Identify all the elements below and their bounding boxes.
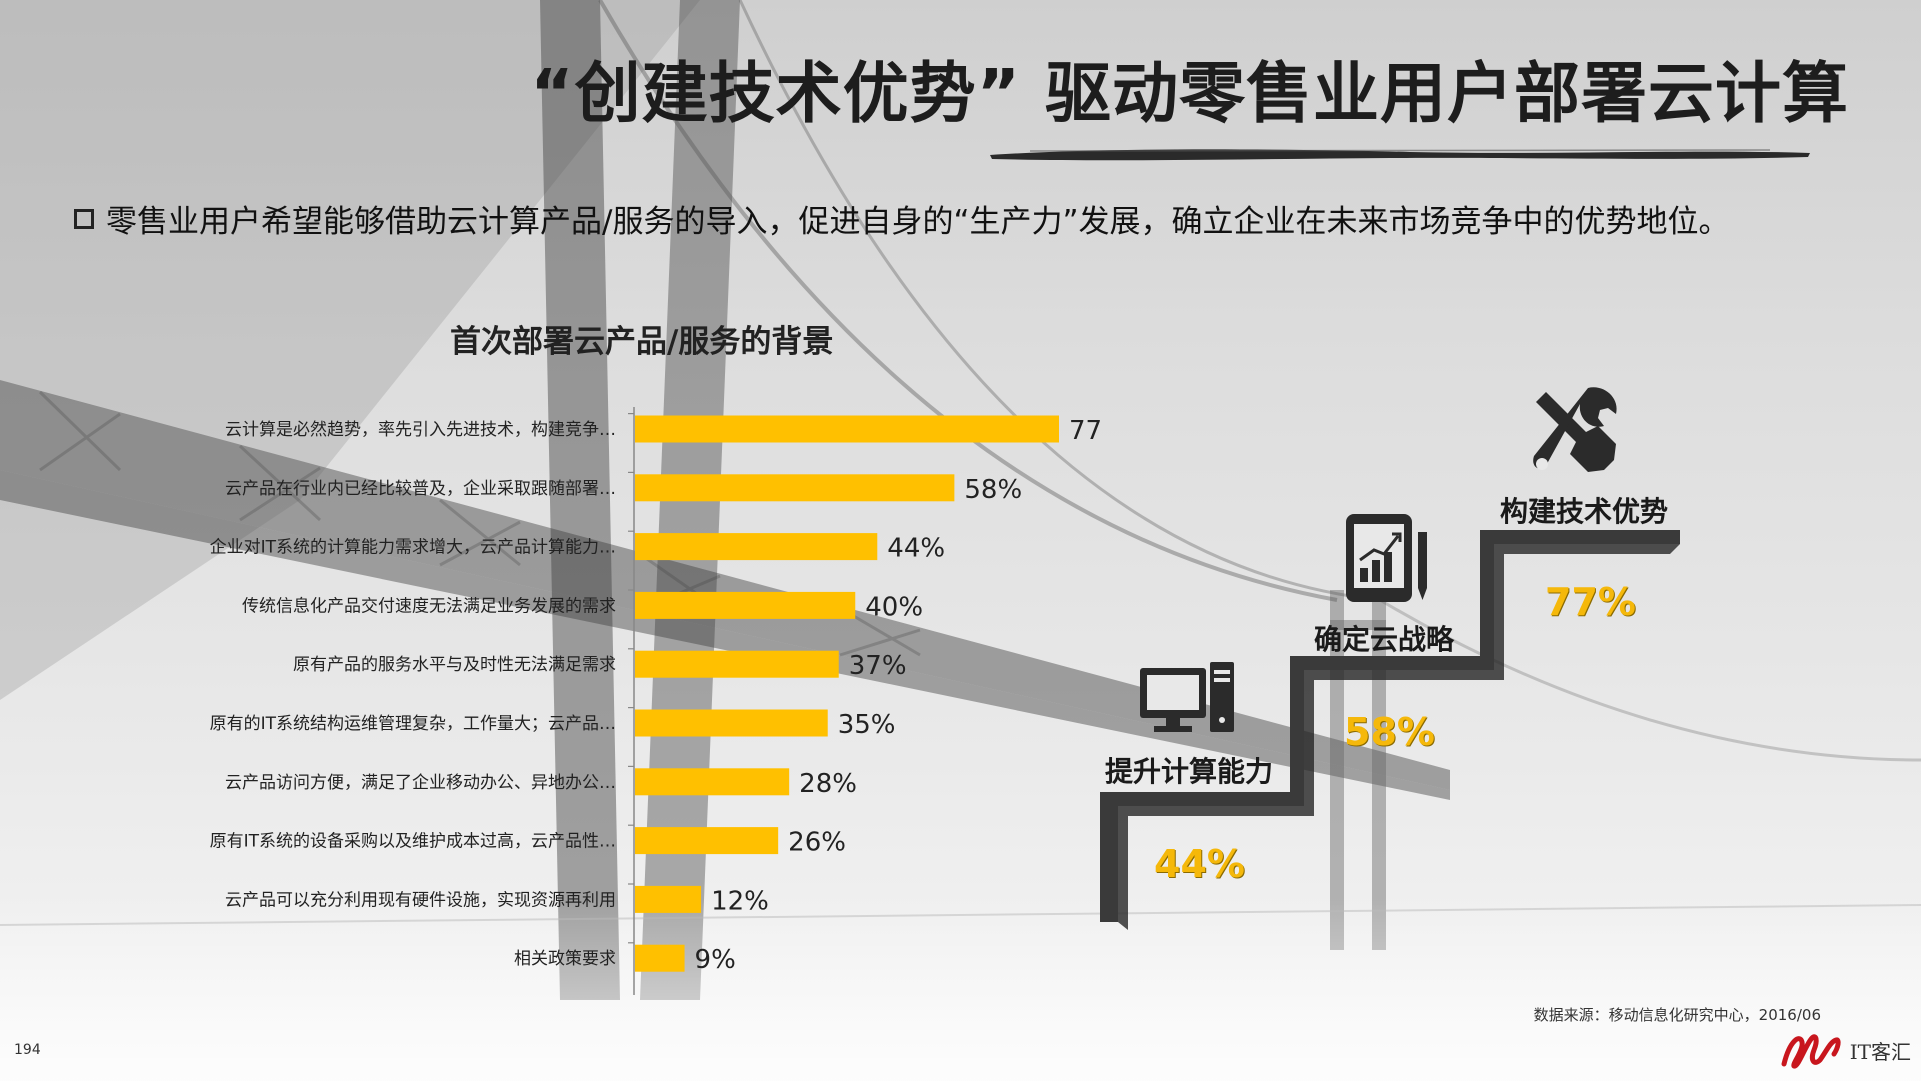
step-2-value: 58% bbox=[1344, 710, 1435, 754]
page-number: 194 bbox=[14, 1042, 41, 1058]
category-label: 原有IT系统的设备采购以及维护成本过高，云产品性… bbox=[210, 832, 616, 852]
bar bbox=[635, 944, 685, 972]
step-2-label: 确定云战略 bbox=[1314, 623, 1455, 656]
category-label: 企业对IT系统的计算能力需求增大，云产品计算能力… bbox=[210, 538, 616, 558]
intro-text: 零售业用户希望能够借助云计算产品/服务的导入，促进自身的“生产力”发展，确立企业… bbox=[106, 204, 1730, 240]
step-3-label: 构建技术优势 bbox=[1500, 495, 1669, 528]
category-label: 原有产品的服务水平与及时性无法满足需求 bbox=[293, 655, 616, 675]
bar-value-label: 35% bbox=[838, 710, 896, 740]
bar-value-label: 12% bbox=[711, 886, 769, 916]
category-label: 云计算是必然趋势，率先引入先进技术，构建竞争… bbox=[225, 420, 616, 440]
bar-value-label: 28% bbox=[799, 769, 857, 799]
tools-icon bbox=[1533, 387, 1617, 472]
bar-value-label: 77% bbox=[1069, 416, 1100, 446]
bar-value-label: 26% bbox=[788, 828, 846, 858]
bar bbox=[635, 591, 856, 619]
computer-icon bbox=[1140, 662, 1234, 732]
logo: IT客汇 bbox=[1780, 1030, 1911, 1070]
bar-value-label: 44% bbox=[887, 534, 945, 564]
category-label: 传统信息化产品交付速度无法满足业务发展的需求 bbox=[242, 596, 616, 616]
category-label: 原有的IT系统结构运维管理复杂，工作量大；云产品… bbox=[210, 714, 616, 734]
logo-text: IT客汇 bbox=[1849, 1039, 1911, 1064]
category-label: 相关政策要求 bbox=[514, 949, 616, 969]
bar bbox=[635, 709, 828, 737]
bar bbox=[635, 650, 839, 678]
bar bbox=[635, 533, 878, 561]
bar-value-label: 58% bbox=[964, 475, 1022, 505]
tablet-chart-icon bbox=[1346, 514, 1427, 602]
category-label: 云产品访问方便，满足了企业移动办公、异地办公… bbox=[225, 773, 616, 793]
step-1-label: 提升计算能力 bbox=[1105, 755, 1274, 788]
step-1-value: 44% bbox=[1154, 842, 1245, 886]
intro-bullet: 零售业用户希望能够借助云计算产品/服务的导入，促进自身的“生产力”发展，确立企业… bbox=[74, 196, 1730, 241]
logo-mark-icon bbox=[1781, 1034, 1841, 1069]
bar bbox=[635, 885, 702, 913]
square-bullet-icon bbox=[74, 208, 94, 229]
bar-value-label: 37% bbox=[849, 651, 907, 681]
step-3-value: 77% bbox=[1545, 580, 1636, 624]
chart-title: 首次部署云产品/服务的背景 bbox=[450, 324, 834, 360]
bar bbox=[635, 827, 779, 855]
bar bbox=[635, 474, 955, 502]
page-title: “创建技术优势” 驱动零售业用户部署云计算 bbox=[530, 55, 1849, 132]
bar bbox=[635, 415, 1059, 443]
category-label: 云产品可以充分利用现有硬件设施，实现资源再利用 bbox=[225, 890, 616, 910]
bar-value-label: 40% bbox=[865, 592, 923, 622]
bar bbox=[635, 768, 790, 796]
category-label: 云产品在行业内已经比较普及，企业采取跟随部署… bbox=[225, 479, 616, 499]
data-source: 数据来源：移动信息化研究中心，2016/06 bbox=[1533, 1006, 1821, 1024]
bar-chart: 云计算是必然趋势，率先引入先进技术，构建竞争… 77% 云产品在行业内已经比较普及，… bbox=[210, 407, 1100, 995]
brush-stroke-divider bbox=[990, 149, 1810, 161]
bar-value-label: 9% bbox=[695, 945, 736, 975]
